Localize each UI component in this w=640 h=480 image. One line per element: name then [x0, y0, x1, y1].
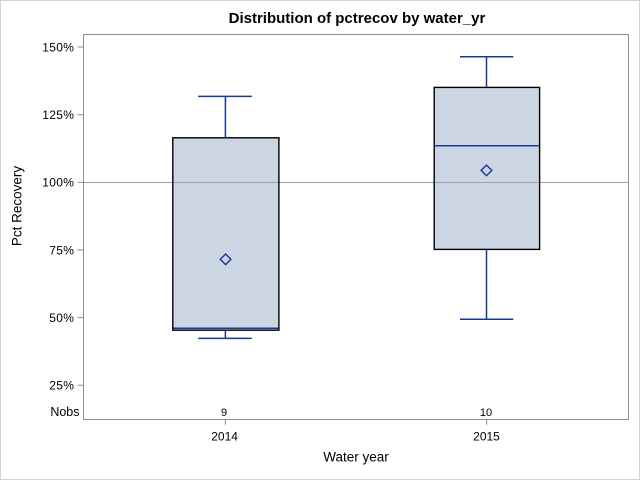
svg-text:150%: 150%	[42, 40, 74, 54]
svg-text:2014: 2014	[211, 430, 238, 444]
svg-text:100%: 100%	[42, 176, 74, 190]
svg-text:Nobs: Nobs	[50, 405, 79, 419]
svg-text:10: 10	[480, 407, 492, 419]
svg-text:Pct Recovery: Pct Recovery	[9, 166, 24, 247]
svg-text:Distribution of pctrecov by wa: Distribution of pctrecov by water_yr	[229, 10, 486, 27]
svg-text:2015: 2015	[473, 430, 500, 444]
svg-text:9: 9	[221, 407, 227, 419]
svg-text:75%: 75%	[49, 243, 74, 257]
svg-text:Water year: Water year	[323, 450, 389, 465]
svg-text:125%: 125%	[42, 108, 74, 122]
svg-text:25%: 25%	[49, 379, 74, 393]
svg-text:50%: 50%	[49, 311, 74, 325]
